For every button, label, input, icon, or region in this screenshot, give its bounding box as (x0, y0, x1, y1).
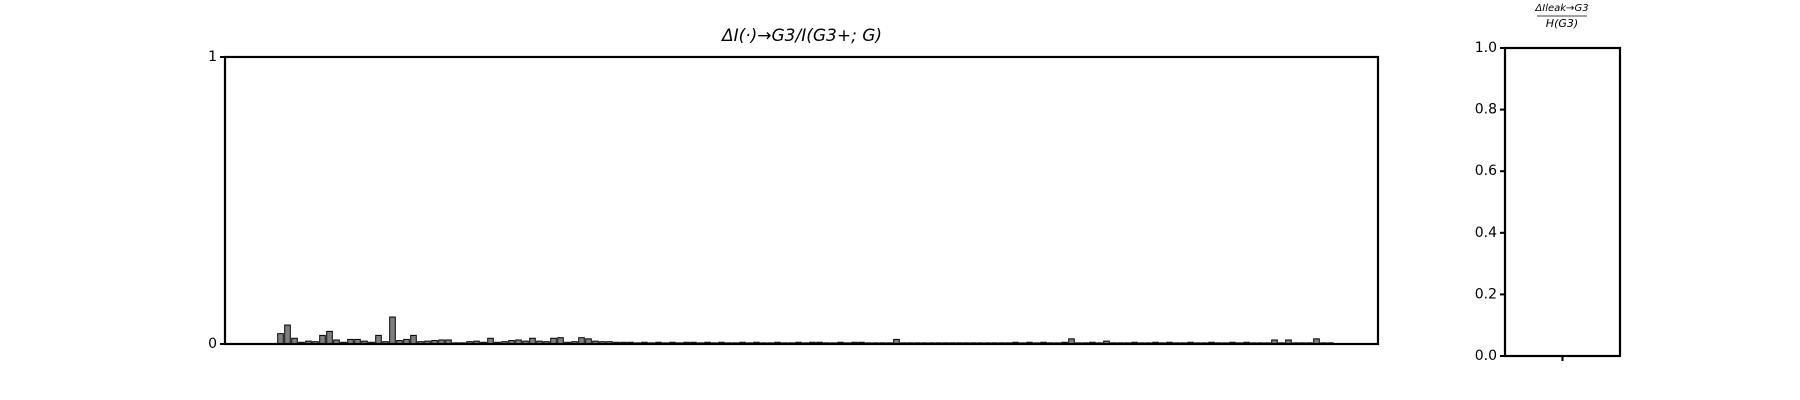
y-tick-label: 1.0 (1475, 40, 1497, 56)
y-tick-label: 0.6 (1475, 163, 1497, 179)
y-tick-label: 0.0 (1475, 348, 1497, 364)
bar (326, 330, 333, 345)
chart-title-denominator: H(G3) (1546, 17, 1578, 30)
y-tick-label: 0.4 (1475, 225, 1497, 241)
axes-frame (223, 55, 1380, 346)
bar (319, 334, 326, 345)
y-tick-label: 0.2 (1475, 286, 1497, 302)
bar (284, 324, 291, 345)
y-tick-label: 1 (208, 49, 217, 65)
bar (375, 334, 382, 345)
bar (410, 334, 417, 345)
y-tick-label: 0.8 (1475, 102, 1497, 118)
bar (389, 316, 396, 345)
axes-frame (1503, 46, 1622, 358)
chart-title: ΔI(·)→G3/I(G3+; G) (720, 26, 882, 46)
chart-title-numerator: ΔIleak→G3 (1534, 3, 1588, 14)
bar (277, 333, 284, 345)
y-tick-label: 0 (208, 336, 217, 352)
